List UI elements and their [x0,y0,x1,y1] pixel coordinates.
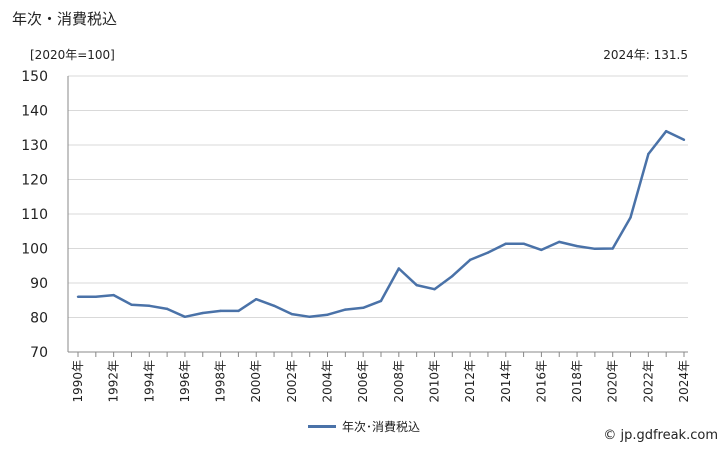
x-tick-label: 2004年 [321,360,335,403]
x-tick-label: 2018年 [570,360,584,403]
x-tick-label: 2014年 [499,360,513,403]
legend-label: 年次･消費税込 [342,420,421,434]
x-tick-label: 1998年 [214,360,228,403]
data-point [522,242,525,245]
x-tick-label: 1994年 [142,360,156,403]
data-point [379,299,383,303]
data-point [558,240,561,244]
y-tick-label: 110 [21,207,48,223]
legend-line-swatch [308,425,336,428]
x-tick-label: 1990年 [71,360,85,403]
data-point [112,293,115,297]
x-tick-label: 2020年 [606,360,620,403]
unit-label: [2020年=100] [30,48,115,62]
y-tick-label: 130 [21,138,48,154]
x-tick-label: 2024年 [677,360,691,403]
data-point [629,216,632,219]
data-point [540,248,543,252]
x-tick-label: 2012年 [463,360,477,403]
data-point [255,298,258,301]
y-tick-label: 80 [30,311,48,327]
y-tick-label: 140 [21,104,48,120]
data-point [344,308,347,311]
latest-value-label: 2024年: 131.5 [603,48,688,62]
data-point [130,303,133,306]
x-tick-label: 2000年 [249,360,263,403]
y-tick-label: 90 [30,276,48,292]
data-point [468,258,472,262]
data-point [219,309,222,313]
data-point [647,152,650,156]
data-point [682,138,686,142]
data-point [504,242,507,245]
series-line [78,129,685,319]
data-point [593,247,597,251]
data-point [575,244,579,248]
data-point [201,311,204,315]
data-point [165,307,169,311]
x-tick-label: 1992年 [107,360,121,403]
data-point [361,306,365,310]
y-tick-label: 120 [21,173,48,189]
x-tick-label: 2016年 [534,360,548,403]
data-point [76,295,80,298]
y-tick-label: 70 [30,345,48,361]
data-point [415,283,418,287]
data-point [611,247,614,250]
chart-title: 年次・消費税込 [12,10,118,28]
y-tick-label: 150 [21,69,48,85]
data-point [433,288,436,291]
data-point [451,274,454,278]
data-point [183,315,187,319]
x-tick-label: 1996年 [178,360,192,403]
y-tick-label: 100 [21,242,48,258]
data-point [148,304,151,307]
x-tick-label: 2006年 [356,360,370,403]
data-point [486,251,490,254]
data-point [272,304,276,307]
x-tick-label: 2002年 [285,360,299,403]
x-tick-label: 2022年 [641,360,655,403]
legend: 年次･消費税込 [308,418,420,435]
data-point [326,313,329,316]
x-tick-label: 2008年 [392,360,406,403]
credit-text: © jp.gdfreak.com [603,428,718,443]
data-point [237,309,240,313]
x-tick-label: 2010年 [427,360,441,403]
data-point [397,267,401,270]
data-point [290,312,294,316]
data-point [664,130,668,133]
data-point [308,315,311,319]
data-point [94,295,98,298]
